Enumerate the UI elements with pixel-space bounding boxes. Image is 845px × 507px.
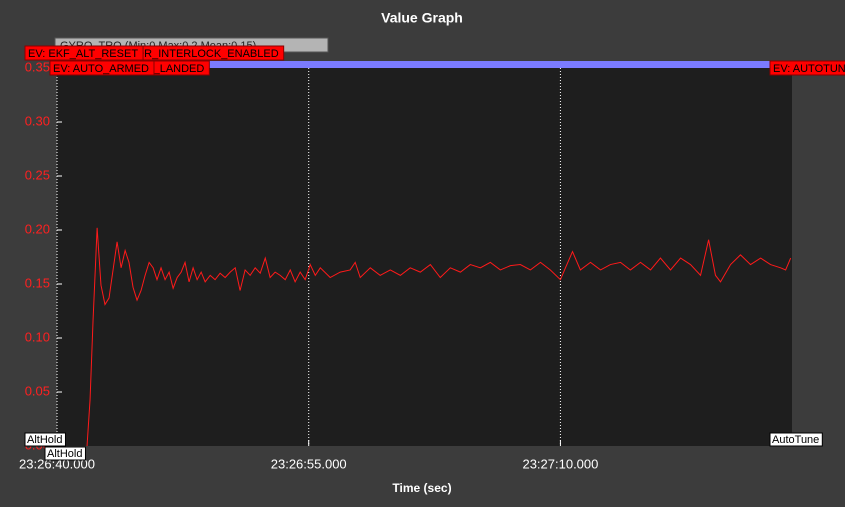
event-label: EV: AUTO_ARMED [49, 60, 155, 76]
event-box [24, 45, 144, 61]
event-label: EV: EKF_ALT_RESET [24, 45, 144, 61]
mode-box [769, 432, 823, 447]
event-text: EV: AUTOTUNE_INITIALISED [773, 63, 845, 75]
mode-label: AltHold [24, 432, 66, 447]
x-axis-label: Time (sec) [392, 481, 451, 495]
x-tick-label: 23:27:10.000 [522, 456, 598, 471]
mode-box [24, 432, 66, 447]
x-tick-label: 23:26:55.000 [271, 456, 347, 471]
y-tick-label: 0.30 [25, 113, 50, 128]
plot-area [57, 68, 792, 446]
event-box [769, 60, 845, 76]
y-tick-label: 0.15 [25, 275, 50, 290]
mode-text: AltHold [47, 448, 82, 460]
y-tick-label: 0.05 [25, 383, 50, 398]
y-tick-label: 0.20 [25, 221, 50, 236]
mode-label: AltHold [44, 446, 86, 461]
mode-text: AutoTune [772, 434, 819, 446]
mode-band [57, 61, 792, 68]
event-label: EV: AUTOTUNE_INITIALISED [769, 60, 845, 76]
data-line [86, 227, 792, 447]
chart-title: Value Graph [381, 10, 463, 26]
mode-box [44, 446, 86, 461]
event-text: EV: AUTO_ARMED [53, 63, 149, 75]
y-tick-label: 0.10 [25, 329, 50, 344]
event-text: EV: EKF_ALT_RESET [28, 48, 138, 60]
y-tick-label: 0.25 [25, 167, 50, 182]
event-box [49, 60, 155, 76]
y-tick-label: 0.35 [25, 59, 50, 74]
mode-label: AutoTune [769, 432, 823, 447]
mode-text: AltHold [27, 434, 62, 446]
